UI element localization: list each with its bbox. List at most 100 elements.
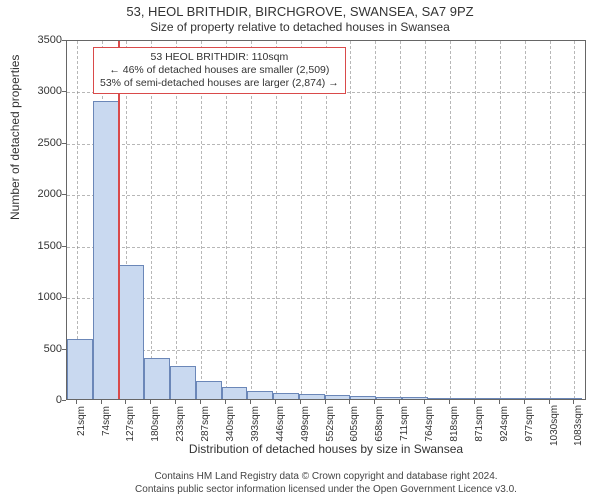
x-tick-label: 446sqm xyxy=(275,406,286,446)
y-axis-label: Number of detached properties xyxy=(8,55,22,220)
y-tick-mark xyxy=(62,297,66,298)
x-tick-mark xyxy=(250,400,251,404)
grid-line-vertical xyxy=(276,41,277,399)
x-tick-label: 21sqm xyxy=(76,406,87,446)
property-marker-line xyxy=(118,41,120,399)
histogram-bar xyxy=(247,391,273,399)
x-tick-mark xyxy=(474,400,475,404)
x-tick-label: 977sqm xyxy=(524,406,535,446)
x-tick-label: 658sqm xyxy=(374,406,385,446)
x-tick-label: 287sqm xyxy=(200,406,211,446)
histogram-bar xyxy=(273,393,299,399)
x-tick-mark xyxy=(200,400,201,404)
y-tick-mark xyxy=(62,91,66,92)
y-tick-label: 1000 xyxy=(38,291,62,303)
x-tick-mark xyxy=(449,400,450,404)
grid-line-vertical xyxy=(151,41,152,399)
x-tick-label: 233sqm xyxy=(175,406,186,446)
y-tick-mark xyxy=(62,246,66,247)
histogram-bar xyxy=(531,398,557,399)
y-tick-mark xyxy=(62,40,66,41)
histogram-bar xyxy=(196,381,222,400)
x-tick-mark xyxy=(325,400,326,404)
x-tick-label: 818sqm xyxy=(449,406,460,446)
histogram-bar xyxy=(222,387,248,399)
histogram-bar xyxy=(428,398,454,399)
histogram-bar xyxy=(505,398,531,399)
x-tick-label: 393sqm xyxy=(250,406,261,446)
histogram-bar xyxy=(93,101,119,399)
x-tick-mark xyxy=(499,400,500,404)
grid-line-vertical xyxy=(350,41,351,399)
grid-line-vertical xyxy=(301,41,302,399)
x-tick-mark xyxy=(374,400,375,404)
grid-line-vertical xyxy=(400,41,401,399)
y-tick-label: 2000 xyxy=(38,188,62,200)
y-tick-mark xyxy=(62,349,66,350)
footer-attribution: Contains HM Land Registry data © Crown c… xyxy=(66,471,586,496)
y-tick-label: 3500 xyxy=(38,34,62,46)
histogram-bar xyxy=(170,366,196,399)
footer-line2: Contains public sector information licen… xyxy=(135,484,517,495)
grid-line-vertical xyxy=(574,41,575,399)
property-annotation: 53 HEOL BRITHDIR: 110sqm← 46% of detache… xyxy=(93,47,346,94)
grid-line-vertical xyxy=(375,41,376,399)
grid-line-vertical xyxy=(201,41,202,399)
x-tick-label: 1030sqm xyxy=(549,406,560,446)
page-title-address: 53, HEOL BRITHDIR, BIRCHGROVE, SWANSEA, … xyxy=(0,4,600,19)
y-tick-mark xyxy=(62,194,66,195)
y-tick-mark xyxy=(62,143,66,144)
grid-line-vertical xyxy=(226,41,227,399)
histogram-bar xyxy=(67,339,93,399)
histogram-bar xyxy=(453,398,479,399)
x-tick-mark xyxy=(175,400,176,404)
x-tick-mark xyxy=(275,400,276,404)
grid-line-vertical xyxy=(550,41,551,399)
x-tick-mark xyxy=(150,400,151,404)
x-tick-label: 499sqm xyxy=(300,406,311,446)
x-tick-label: 74sqm xyxy=(101,406,112,446)
y-tick-label: 2500 xyxy=(38,137,62,149)
x-tick-mark xyxy=(101,400,102,404)
grid-line-vertical xyxy=(475,41,476,399)
histogram-bar xyxy=(325,395,351,399)
x-tick-mark xyxy=(300,400,301,404)
grid-line-vertical xyxy=(500,41,501,399)
x-tick-mark xyxy=(424,400,425,404)
y-tick-label: 500 xyxy=(44,343,62,355)
histogram-bar xyxy=(402,397,428,399)
histogram-bar xyxy=(479,398,505,399)
x-tick-label: 605sqm xyxy=(349,406,360,446)
histogram-bar xyxy=(557,398,583,399)
grid-line-vertical xyxy=(326,41,327,399)
footer-line1: Contains HM Land Registry data © Crown c… xyxy=(154,471,497,482)
x-tick-label: 127sqm xyxy=(125,406,136,446)
y-tick-label: 1500 xyxy=(38,240,62,252)
grid-line-vertical xyxy=(525,41,526,399)
grid-line-vertical xyxy=(176,41,177,399)
x-tick-mark xyxy=(76,400,77,404)
chart-plot-area: 53 HEOL BRITHDIR: 110sqm← 46% of detache… xyxy=(66,40,586,400)
x-tick-mark xyxy=(549,400,550,404)
histogram-bar xyxy=(299,394,325,399)
x-tick-mark xyxy=(573,400,574,404)
x-tick-label: 340sqm xyxy=(225,406,236,446)
page-subtitle: Size of property relative to detached ho… xyxy=(0,20,600,34)
grid-line-vertical xyxy=(425,41,426,399)
x-tick-mark xyxy=(524,400,525,404)
histogram-bar xyxy=(119,265,145,399)
x-tick-mark xyxy=(349,400,350,404)
histogram-bar xyxy=(376,397,402,399)
x-tick-label: 552sqm xyxy=(325,406,336,446)
x-tick-label: 764sqm xyxy=(424,406,435,446)
x-tick-label: 180sqm xyxy=(150,406,161,446)
x-tick-mark xyxy=(225,400,226,404)
x-tick-label: 711sqm xyxy=(399,406,410,446)
grid-line-vertical xyxy=(450,41,451,399)
x-tick-label: 924sqm xyxy=(499,406,510,446)
x-tick-mark xyxy=(125,400,126,404)
grid-line-vertical xyxy=(251,41,252,399)
y-tick-mark xyxy=(62,400,66,401)
x-tick-mark xyxy=(399,400,400,404)
histogram-bar xyxy=(350,396,376,399)
